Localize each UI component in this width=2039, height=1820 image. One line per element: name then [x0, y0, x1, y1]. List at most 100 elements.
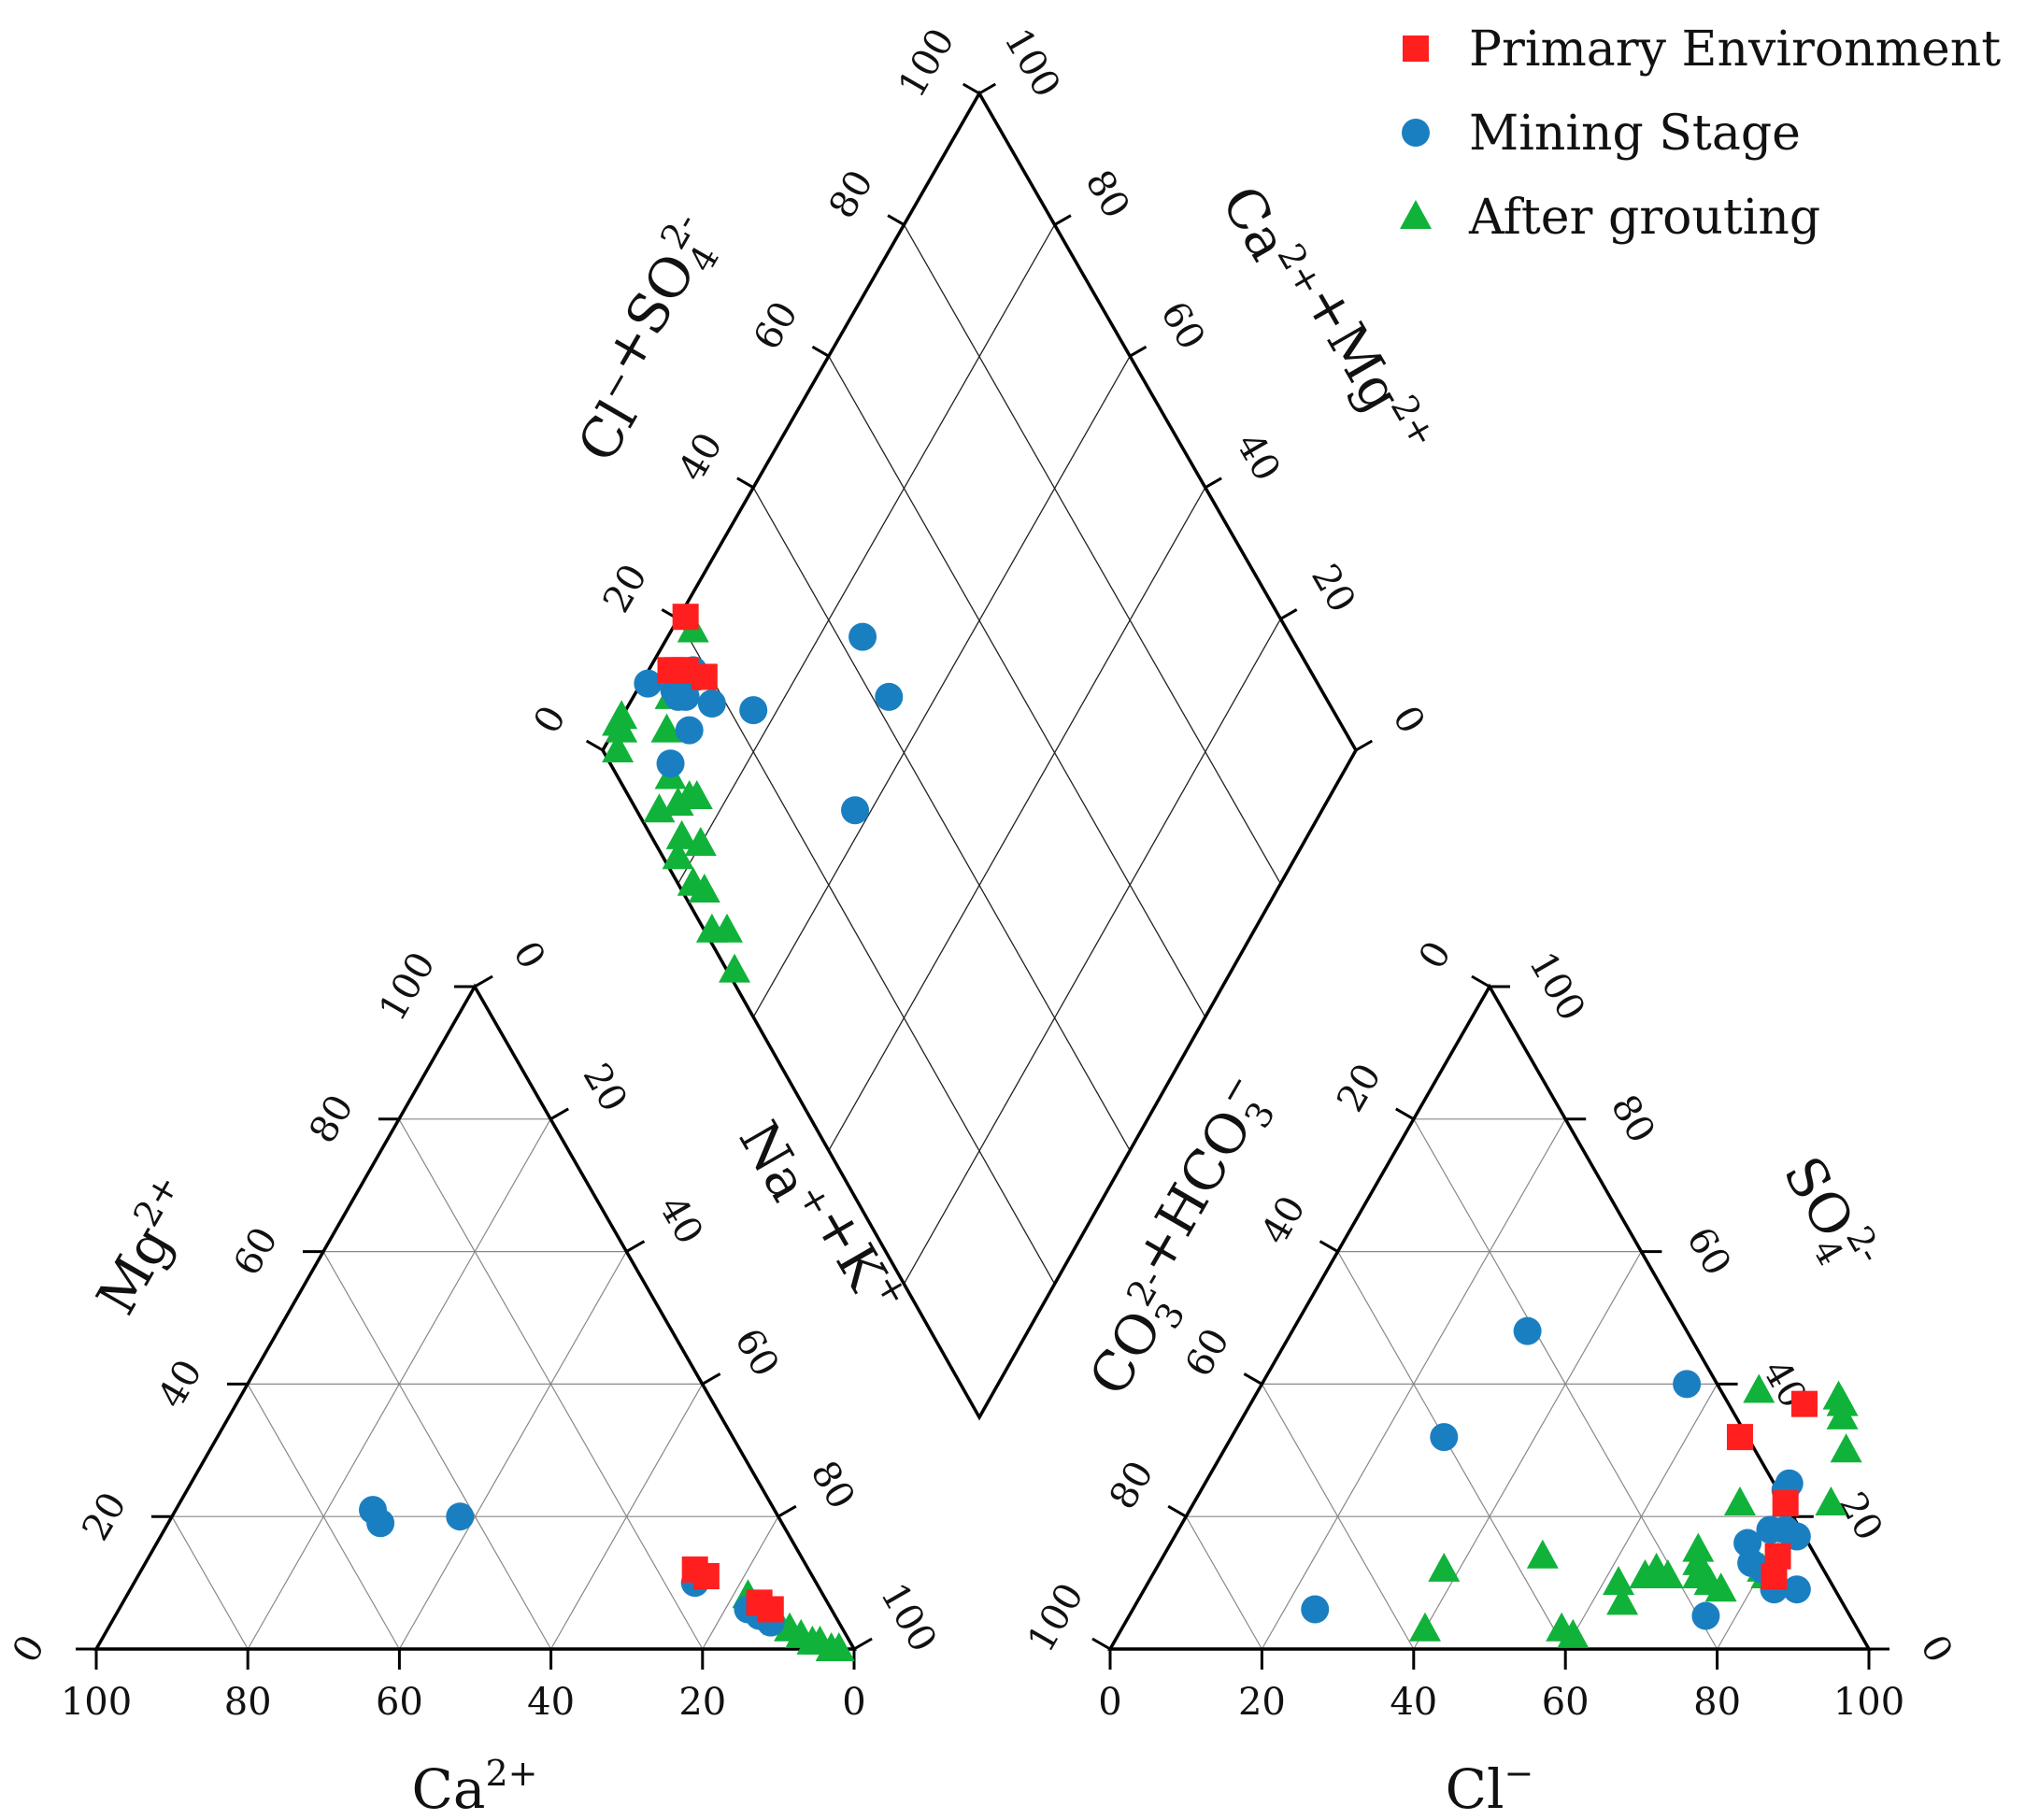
after-grouting-diamond-point: [650, 713, 683, 743]
diamond-right-tick-label: 40: [1227, 426, 1288, 489]
after-grouting-anion-point: [1606, 1585, 1639, 1615]
cation-right-tick-label: 0: [505, 934, 554, 976]
cation-right-tick-label: 80: [802, 1454, 863, 1516]
diamond-grid-line: [677, 619, 1056, 1285]
diamond-grid-line: [677, 224, 1056, 885]
cation-right-tick-label: 40: [650, 1189, 711, 1252]
primary-environment-anion-point: [1790, 1390, 1818, 1417]
anion-left-tick: [1471, 974, 1490, 988]
anion-left-tick-label: 60: [1177, 1321, 1238, 1384]
diamond-right-tick: [978, 82, 997, 95]
cation-bottom-tick-label: 0: [842, 1681, 865, 1724]
cation-left-title: Mg2+: [80, 1167, 210, 1325]
legend-item: After grouting: [1400, 190, 1820, 246]
cation-left-tick-label: 80: [301, 1088, 362, 1150]
diamond-left-tick: [736, 476, 754, 490]
cation-left-title-part: Mg: [84, 1215, 184, 1325]
anion-left-tick-label: 40: [1253, 1189, 1314, 1252]
anion-right-tick-label: 100: [1520, 945, 1593, 1028]
after-grouting-anion-point: [1408, 1612, 1441, 1642]
after-grouting-diamond-point: [665, 819, 698, 849]
anion-left-tick: [1243, 1372, 1263, 1386]
cation-left-tick-label: 0: [5, 1628, 54, 1670]
mining-stage-diamond-point: [663, 682, 692, 711]
after-grouting-diamond-point: [710, 913, 743, 943]
primary-environment-anion-point: [1726, 1424, 1753, 1451]
cation-right-tick-label: 100: [872, 1576, 945, 1659]
cation-right-tick: [474, 974, 493, 988]
diamond-grid-line: [752, 355, 1131, 1017]
anion-right-tick-label: 60: [1678, 1220, 1739, 1283]
anion-right-tick-label: 80: [1603, 1088, 1663, 1150]
diamond-left-tick-label: 100: [891, 21, 963, 105]
after-grouting-cation-point: [822, 1632, 855, 1661]
diamond-left-title-part: Cl: [565, 390, 649, 473]
diamond-grid-line: [903, 224, 1281, 885]
after-grouting-anion-point: [1557, 1618, 1590, 1648]
mining-stage-anion-point: [1301, 1595, 1330, 1624]
anion-grid-line: [1413, 1251, 1642, 1650]
anion-left-tick-label: 100: [1020, 1576, 1092, 1659]
cation-right-tick: [777, 1504, 797, 1518]
legend-label: Mining Stage: [1469, 106, 1801, 162]
anion-left-tick: [1167, 1504, 1187, 1518]
cation-right-tick: [853, 1637, 873, 1651]
cation-left-tick-label: 20: [74, 1486, 135, 1548]
anion-bottom-title-part: Cl: [1446, 1757, 1504, 1820]
anion-grid-line: [1185, 1515, 1262, 1650]
cation-grid-line: [247, 1384, 400, 1650]
cation-bottom-title-part: Ca: [412, 1757, 486, 1820]
mining-stage-diamond-point: [675, 716, 704, 745]
diamond-right-tick-label: 20: [1303, 557, 1363, 619]
diamond-left-title: Cl−+SO42-: [542, 206, 749, 473]
diamond-grid-line: [828, 355, 1206, 1017]
cation-grid-line: [398, 1251, 627, 1650]
diamond-right-tick: [1205, 476, 1222, 490]
diamond-left-tick-label: 20: [595, 557, 656, 619]
diamond-grid-line: [903, 619, 1281, 1285]
cation-right-tick: [549, 1107, 570, 1121]
diamond-right-tick-label: 60: [1152, 294, 1213, 357]
after-grouting-anion-point: [1830, 1433, 1862, 1463]
anion-bottom-tick-label: 100: [1833, 1681, 1904, 1724]
anion-grid-line: [1413, 1118, 1718, 1650]
diamond-left-tick: [887, 214, 905, 226]
after-grouting-diamond-point: [719, 953, 751, 983]
legend-label: Primary Environment: [1469, 21, 2001, 78]
after-grouting-anion-point: [1815, 1486, 1847, 1516]
diamond-right-tick: [1129, 345, 1148, 358]
mining-stage-cation-point: [359, 1496, 388, 1525]
diamond-left-tick-label: 40: [670, 426, 731, 489]
mining-stage-anion-point: [1430, 1423, 1459, 1452]
anion-left-tick-label: 80: [1102, 1454, 1162, 1516]
diamond-right-title-part: +Mg: [1291, 273, 1414, 422]
mining-stage-diamond-point: [875, 682, 904, 711]
mining-stage-diamond-point: [841, 796, 870, 825]
cation-bottom-tick-label: 40: [527, 1681, 575, 1724]
after-grouting-anion-point: [1704, 1572, 1737, 1602]
cation-right-tick-label: 60: [726, 1321, 787, 1384]
data-points: [359, 604, 1862, 1661]
primary-environment-diamond-point: [672, 604, 699, 631]
anion-right-tick-label: 0: [1912, 1628, 1961, 1670]
cation-bottom-title-superscript: 2+: [485, 1753, 537, 1794]
anion-left-tick-label: 0: [1411, 934, 1461, 976]
cation-right-tick: [701, 1372, 721, 1386]
diamond-right-tick-label: 0: [1384, 699, 1433, 741]
anion-left-tick-label: 20: [1329, 1057, 1390, 1119]
legend-item: Mining Stage: [1402, 106, 1801, 162]
cation-bottom-tick-label: 60: [376, 1681, 423, 1724]
diamond-right-tick-label: 80: [1077, 164, 1137, 226]
after-grouting-anion-point: [1428, 1552, 1461, 1582]
mining-stage-anion-point: [1782, 1575, 1811, 1604]
cation-grid-line: [322, 1251, 552, 1650]
cation-left-tick-label: 100: [371, 945, 444, 1028]
primary-environment-anion-point: [1772, 1490, 1799, 1517]
anion-left-tick: [1319, 1240, 1339, 1253]
cation-bottom-tick-label: 100: [61, 1681, 132, 1724]
diamond-right-tick-label: 100: [995, 21, 1068, 105]
after-grouting-diamond-point: [606, 713, 638, 743]
cation-bottom-tick-label: 20: [678, 1681, 726, 1724]
primary-environment-anion-point: [1761, 1563, 1788, 1590]
